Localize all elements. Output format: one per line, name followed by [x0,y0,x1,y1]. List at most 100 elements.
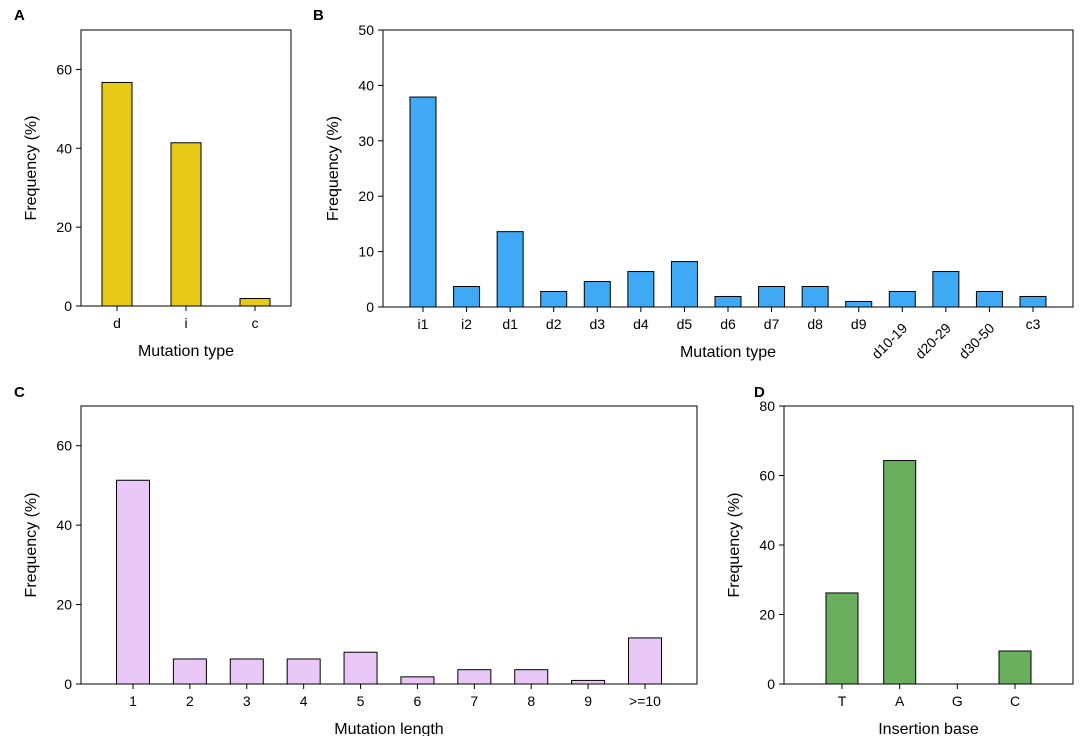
panel-label: D [754,384,765,401]
x-tick-label: d2 [546,316,562,332]
bar-d9 [845,300,873,308]
bar-d5 [670,261,698,308]
x-tick-label: d9 [851,316,867,332]
x-tick-label: C [1010,693,1020,709]
y-tick-label: 40 [358,77,374,93]
bar-4 [286,658,321,685]
panel-label: C [14,384,25,401]
y-tick-label: 20 [56,597,72,613]
x-tick-label: d7 [764,316,780,332]
x-tick-label: d8 [807,316,823,332]
y-tick-label: 20 [759,607,775,623]
bar-d1 [496,231,524,308]
bar-d6 [714,295,742,308]
x-tick-label: i1 [418,316,429,332]
y-tick-label: 0 [64,676,72,692]
x-tick-label: d1 [502,316,518,332]
bar-i [170,142,202,307]
bar-d [101,81,133,307]
plot-frame [80,405,698,685]
x-tick-label: d30-50 [955,320,997,362]
y-tick-label: 0 [64,298,72,314]
bar-8 [514,669,549,685]
bar-c [239,298,271,307]
x-axis-label: Mutation type [680,344,776,361]
y-tick-label: 40 [56,517,72,533]
x-tick-label: >=10 [629,693,661,709]
panel-B: B 0 10 20 30 40 50 i1 i2 d1 d2 d3 d4 d5 d6 d7 d8 d9 d10-19… [313,7,1074,362]
x-tick-label: d6 [720,316,736,332]
bar-1 [116,479,150,685]
y-tick-label: 80 [759,398,775,414]
bar-d7 [758,286,786,308]
x-tick-label: 2 [186,693,194,709]
bar-2 [172,658,207,685]
x-tick-label: 8 [527,693,535,709]
x-tick-label: c [252,315,259,331]
x-axis-label: Insertion base [878,721,979,736]
bar-d20-29 [932,271,960,308]
x-tick-label: c3 [1026,316,1041,332]
x-tick-label: 9 [584,693,592,709]
y-tick-label: 40 [56,140,72,156]
bar-C [998,650,1032,685]
y-tick-label: 30 [358,133,374,149]
bar-7 [457,669,492,685]
x-tick-label: d4 [633,316,649,332]
plot-frame [382,29,1074,308]
x-tick-label: i [184,315,187,331]
bar-T [825,592,859,685]
bar-A [883,460,917,685]
x-tick-label: 6 [414,693,422,709]
y-tick-label: 60 [56,438,72,454]
x-tick-label: 7 [470,693,478,709]
y-tick-label: 0 [366,299,374,315]
y-axis-label: Frequency (%) [23,116,40,221]
x-tick-label: T [838,693,847,709]
bar-d30-50 [975,290,1003,308]
y-tick-label: 50 [358,22,374,38]
bar-i2 [453,286,481,308]
panel-label: A [14,7,25,24]
y-tick-label: 20 [358,188,374,204]
bar-3 [229,658,264,685]
panel-A: A 0 20 40 60 d i c Mutation type Frequency (%) [14,7,292,360]
x-tick-label: d5 [677,316,693,332]
bar-d8 [801,286,829,308]
y-tick-label: 40 [759,537,775,553]
y-axis-label: Frequency (%) [726,493,743,598]
bar-9 [571,679,606,685]
y-tick-label: 60 [56,61,72,77]
x-axis-label: Mutation length [334,721,443,736]
x-tick-label: d3 [589,316,605,332]
y-tick-label: 60 [759,468,775,484]
bar->=10 [628,637,662,685]
x-tick-label: 1 [129,693,137,709]
panel-label: B [313,7,324,24]
bar-d2 [540,290,568,308]
x-tick-label: d20-29 [912,320,954,362]
y-axis-label: Frequency (%) [325,116,342,221]
x-tick-label: G [952,693,963,709]
bar-6 [400,676,435,685]
y-axis-label: Frequency (%) [23,493,40,598]
y-tick-label: 10 [358,244,374,260]
bar-d3 [583,281,611,308]
y-tick-label: 0 [767,676,775,692]
x-tick-label: 5 [357,693,365,709]
x-axis-label: Mutation type [138,343,234,360]
x-tick-label: 4 [300,693,308,709]
y-tick-label: 20 [56,219,72,235]
x-tick-label: d10-19 [868,320,910,362]
panel-C: C 0 20 40 60 1 2 3 4 5 6 7 8 9 >=10 Mutation length Freq… [14,384,698,736]
panel-D: D 0 20 40 60 80 T A G C Insertion base Frequency (%… [726,384,1074,736]
bar-c3 [1019,295,1047,308]
x-tick-label: d [113,315,121,331]
x-tick-label: A [895,693,905,709]
x-tick-label: 3 [243,693,251,709]
bar-i1 [409,96,437,308]
bar-d10-19 [888,290,916,308]
bar-5 [343,651,378,685]
bar-d4 [627,271,655,308]
